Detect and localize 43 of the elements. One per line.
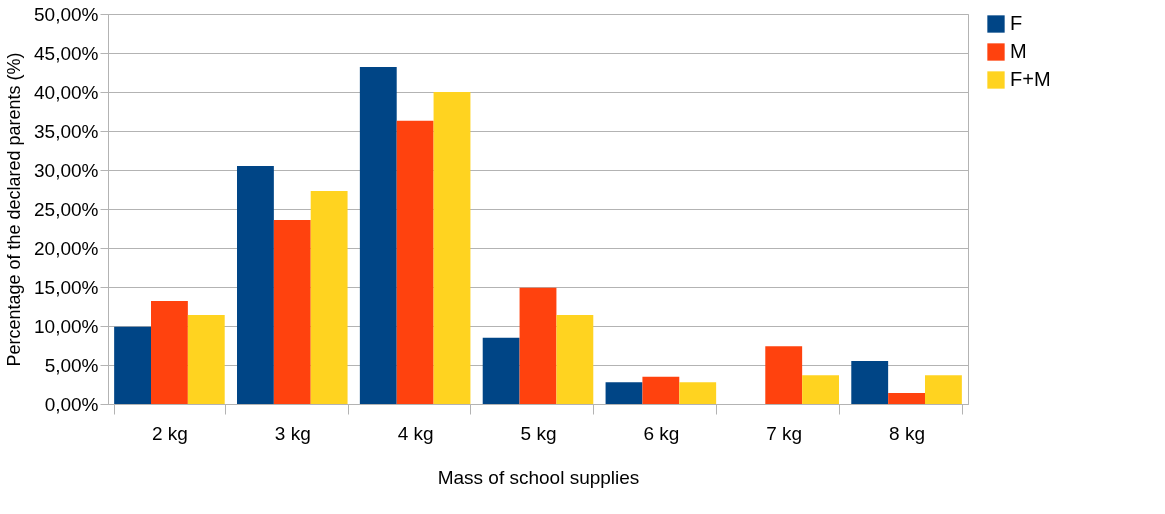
y-tick-label: 50,00% — [34, 3, 99, 25]
x-tick-label: 7 kg — [766, 422, 803, 444]
x-tick-label: 8 kg — [889, 422, 926, 444]
bar — [851, 361, 889, 404]
y-tick-label: 0,00% — [44, 393, 99, 415]
y-tick-label: 15,00% — [34, 276, 99, 298]
bar — [765, 346, 803, 404]
bar — [925, 375, 962, 404]
x-tick-label: 4 kg — [397, 422, 434, 444]
bar — [359, 67, 397, 404]
bar — [273, 219, 311, 404]
x-tick-label: 5 kg — [520, 422, 557, 444]
bar — [433, 92, 471, 404]
bar — [556, 315, 594, 404]
bar — [114, 326, 151, 404]
bar — [519, 287, 557, 404]
x-axis-title: Mass of school supplies — [437, 466, 640, 488]
x-tick-label: 2 kg — [151, 422, 188, 444]
y-tick-label: 5,00% — [44, 354, 99, 376]
bar — [605, 382, 643, 404]
bar — [888, 393, 925, 404]
bar — [310, 191, 348, 404]
bar — [187, 315, 225, 404]
x-tick-label: 6 kg — [643, 422, 680, 444]
bar — [396, 120, 434, 404]
y-axis-title: Percentage of the declared parents (%) — [4, 52, 25, 367]
bar — [642, 376, 680, 404]
y-tick-label: 35,00% — [34, 120, 99, 142]
legend-label: F+M — [1010, 68, 1051, 90]
bar — [151, 301, 188, 404]
x-tick-label: 3 kg — [274, 422, 311, 444]
y-tick-label: 45,00% — [34, 42, 99, 64]
bar — [237, 166, 274, 404]
bar — [802, 375, 839, 404]
y-tick-label: 20,00% — [34, 237, 99, 259]
y-tick-label: 25,00% — [34, 198, 99, 220]
y-tick-label: 40,00% — [34, 81, 99, 103]
y-tick-label: 10,00% — [34, 315, 99, 337]
bar — [679, 382, 717, 404]
y-tick-label: 30,00% — [34, 159, 99, 181]
legend-label: F — [1010, 12, 1023, 34]
bar — [482, 337, 520, 404]
legend-label: M — [1010, 40, 1027, 62]
